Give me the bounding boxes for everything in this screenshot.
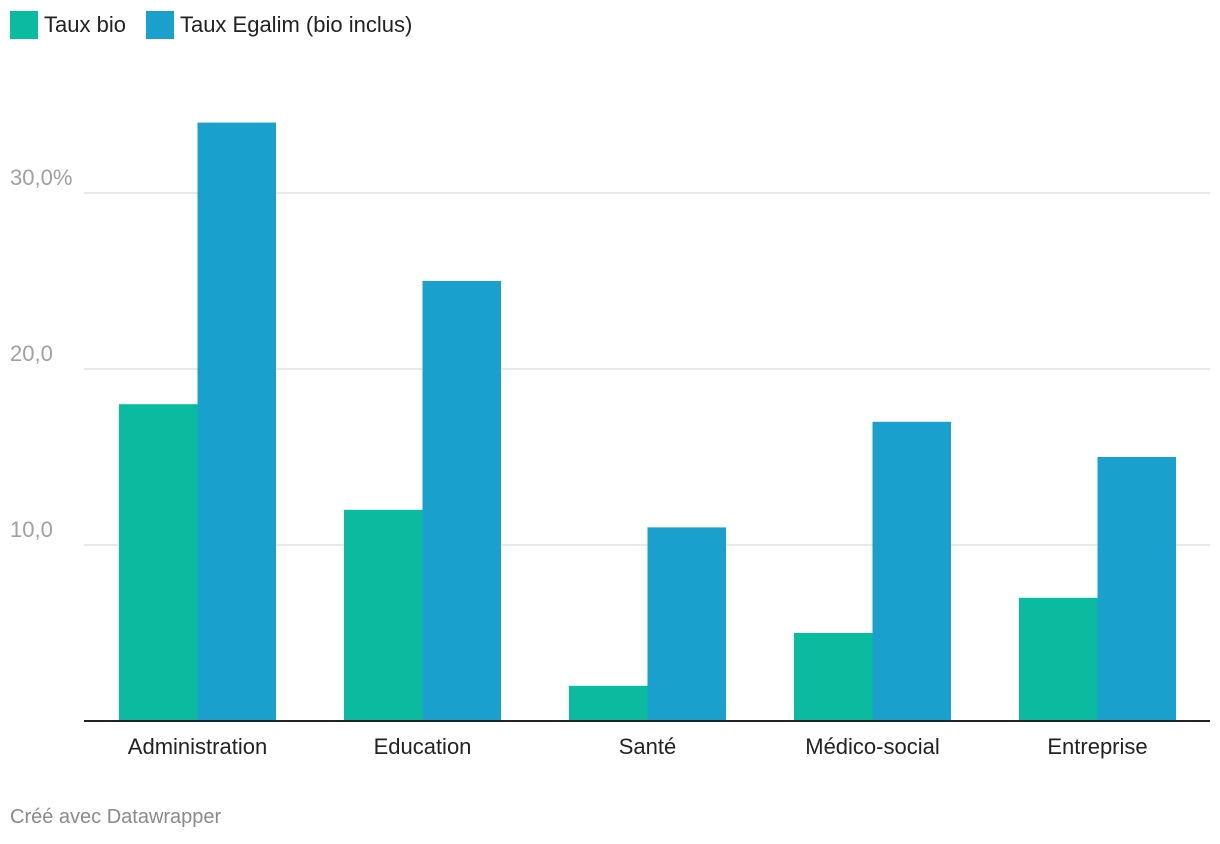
bar-bio [344, 509, 423, 721]
bar-bio [1019, 597, 1098, 721]
credit-text: Créé avec Datawrapper [10, 806, 222, 828]
legend-swatch-bio [10, 11, 38, 39]
legend: Taux bio Taux Egalim (bio inclus) [10, 11, 432, 39]
x-tick-label: Education [374, 734, 472, 759]
legend-swatch-egalim [145, 11, 174, 39]
bar-bio [569, 685, 648, 721]
y-tick-label: 10,0 [10, 517, 53, 542]
x-tick-label: Entreprise [1047, 734, 1147, 759]
x-tick-label: Administration [128, 734, 267, 759]
y-tick-label: 20,0 [10, 341, 53, 366]
bar-egalim [197, 122, 276, 722]
legend-label-bio: Taux bio [44, 12, 126, 37]
y-tick-label: 30,0% [10, 165, 72, 190]
bar-bio [119, 404, 198, 721]
legend-label-egalim: Taux Egalim (bio inclus) [179, 12, 413, 37]
legend-item-bio: Taux bio [10, 11, 126, 39]
legend-item-egalim: Taux Egalim (bio inclus) [145, 11, 413, 39]
x-tick-label: Médico-social [805, 734, 940, 759]
bar-egalim [872, 421, 951, 721]
bar-bio [794, 633, 873, 721]
bar-egalim [422, 281, 501, 721]
x-tick-label: Santé [619, 734, 677, 759]
bar-egalim [1097, 457, 1176, 721]
bar-egalim [647, 527, 726, 721]
